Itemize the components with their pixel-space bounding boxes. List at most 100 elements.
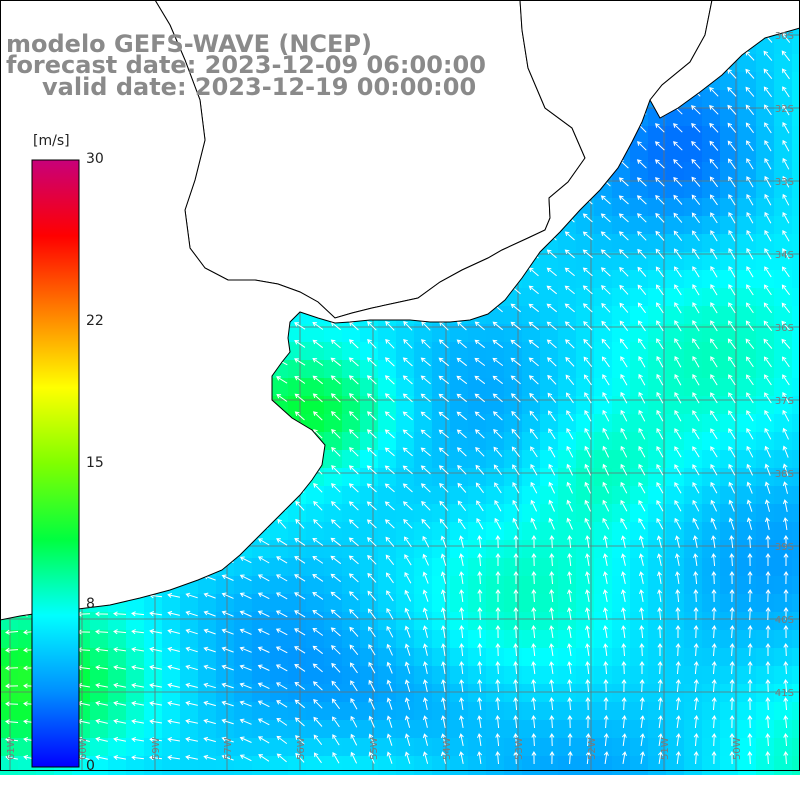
field-cell bbox=[558, 252, 577, 271]
field-cell bbox=[666, 486, 685, 505]
field-cell bbox=[234, 612, 253, 631]
field-cell bbox=[720, 630, 739, 649]
wind-arrow bbox=[782, 266, 790, 278]
wind-arrow bbox=[438, 393, 450, 403]
wind-arrow bbox=[729, 535, 735, 549]
field-cell bbox=[216, 738, 235, 757]
field-cell bbox=[774, 720, 793, 739]
wind-arrow bbox=[494, 517, 502, 530]
wind-arrow bbox=[764, 211, 772, 224]
field-cell bbox=[594, 414, 613, 433]
wind-arrow bbox=[203, 736, 216, 743]
wind-arrow bbox=[765, 733, 771, 747]
wind-arrow bbox=[294, 375, 306, 384]
field-cell bbox=[198, 720, 217, 739]
wind-arrow bbox=[239, 646, 252, 653]
wind-arrow bbox=[549, 607, 555, 620]
field-cell bbox=[594, 486, 613, 505]
wind-arrow bbox=[711, 571, 717, 585]
wind-arrow bbox=[203, 646, 216, 653]
wind-arrow bbox=[566, 481, 573, 494]
wind-arrow bbox=[404, 607, 411, 620]
wind-arrow bbox=[566, 517, 573, 530]
field-cell bbox=[576, 414, 595, 433]
field-cell bbox=[558, 450, 577, 469]
field-cell bbox=[126, 738, 145, 757]
field-cell bbox=[432, 648, 451, 667]
wind-arrow bbox=[257, 556, 270, 564]
field-cell bbox=[270, 684, 289, 703]
wind-arrow bbox=[764, 104, 772, 116]
wind-arrow bbox=[692, 410, 700, 422]
wind-arrow bbox=[782, 211, 790, 224]
latitude-label: 33S bbox=[775, 177, 794, 188]
wind-arrow bbox=[95, 611, 109, 617]
wind-arrow bbox=[330, 393, 341, 403]
field-cell bbox=[594, 702, 613, 721]
field-cell bbox=[792, 36, 800, 55]
wind-arrow bbox=[567, 571, 573, 584]
wind-arrow bbox=[113, 755, 126, 760]
field-cell bbox=[774, 216, 793, 235]
wind-arrow bbox=[639, 733, 645, 746]
field-cell bbox=[738, 612, 757, 631]
wind-arrow bbox=[692, 373, 700, 386]
field-cell bbox=[756, 684, 775, 703]
wind-arrow bbox=[528, 375, 539, 385]
field-cell bbox=[306, 612, 325, 631]
wind-arrow bbox=[420, 411, 431, 421]
field-cell bbox=[648, 432, 667, 451]
wind-arrow bbox=[619, 284, 629, 295]
wind-arrow bbox=[257, 574, 270, 582]
wind-arrow bbox=[366, 447, 377, 457]
field-cell bbox=[270, 666, 289, 685]
field-cell bbox=[540, 342, 559, 361]
wind-arrow bbox=[692, 230, 700, 242]
wind-arrow bbox=[513, 643, 519, 657]
wind-arrow bbox=[709, 158, 719, 169]
field-cell bbox=[666, 666, 685, 685]
wind-arrow bbox=[131, 737, 144, 742]
field-cell bbox=[756, 540, 775, 559]
longitude-label: 61W bbox=[6, 737, 17, 760]
wind-arrow bbox=[348, 375, 359, 385]
wind-arrow bbox=[692, 302, 700, 314]
wind-arrow bbox=[294, 340, 306, 348]
field-cell bbox=[414, 378, 433, 397]
wind-arrow bbox=[367, 339, 377, 349]
wind-arrow bbox=[655, 177, 665, 187]
field-cell bbox=[90, 720, 109, 739]
wind-arrow bbox=[636, 159, 647, 169]
field-cell bbox=[468, 360, 487, 379]
wind-arrow bbox=[765, 715, 771, 729]
forecast-date: forecast date: 2023-12-09 06:00:00 bbox=[6, 51, 486, 79]
wind-arrow bbox=[294, 681, 306, 690]
wind-arrow bbox=[693, 661, 699, 675]
field-cell bbox=[648, 540, 667, 559]
wind-arrow bbox=[330, 537, 342, 547]
wind-arrow bbox=[727, 122, 737, 133]
wind-arrow bbox=[585, 625, 590, 638]
wind-arrow bbox=[404, 625, 411, 638]
wind-arrow bbox=[221, 754, 234, 761]
field-cell bbox=[792, 306, 800, 325]
wind-arrow bbox=[5, 629, 19, 635]
wind-arrow bbox=[746, 284, 754, 296]
field-cell bbox=[162, 648, 181, 667]
field-cell bbox=[162, 720, 181, 739]
wind-arrow bbox=[764, 175, 772, 188]
wind-arrow bbox=[674, 355, 682, 368]
field-cell bbox=[540, 612, 559, 631]
field-cell bbox=[738, 648, 757, 667]
field-cell bbox=[486, 612, 505, 631]
wind-arrow bbox=[693, 679, 699, 693]
field-cell bbox=[540, 450, 559, 469]
wind-arrow bbox=[149, 701, 162, 706]
wind-arrow bbox=[601, 320, 611, 331]
field-cell bbox=[144, 666, 163, 685]
field-cell bbox=[342, 360, 361, 379]
wind-arrow bbox=[585, 553, 590, 566]
field-cell bbox=[594, 234, 613, 253]
wind-arrow bbox=[330, 555, 342, 565]
wind-arrow bbox=[711, 751, 717, 765]
